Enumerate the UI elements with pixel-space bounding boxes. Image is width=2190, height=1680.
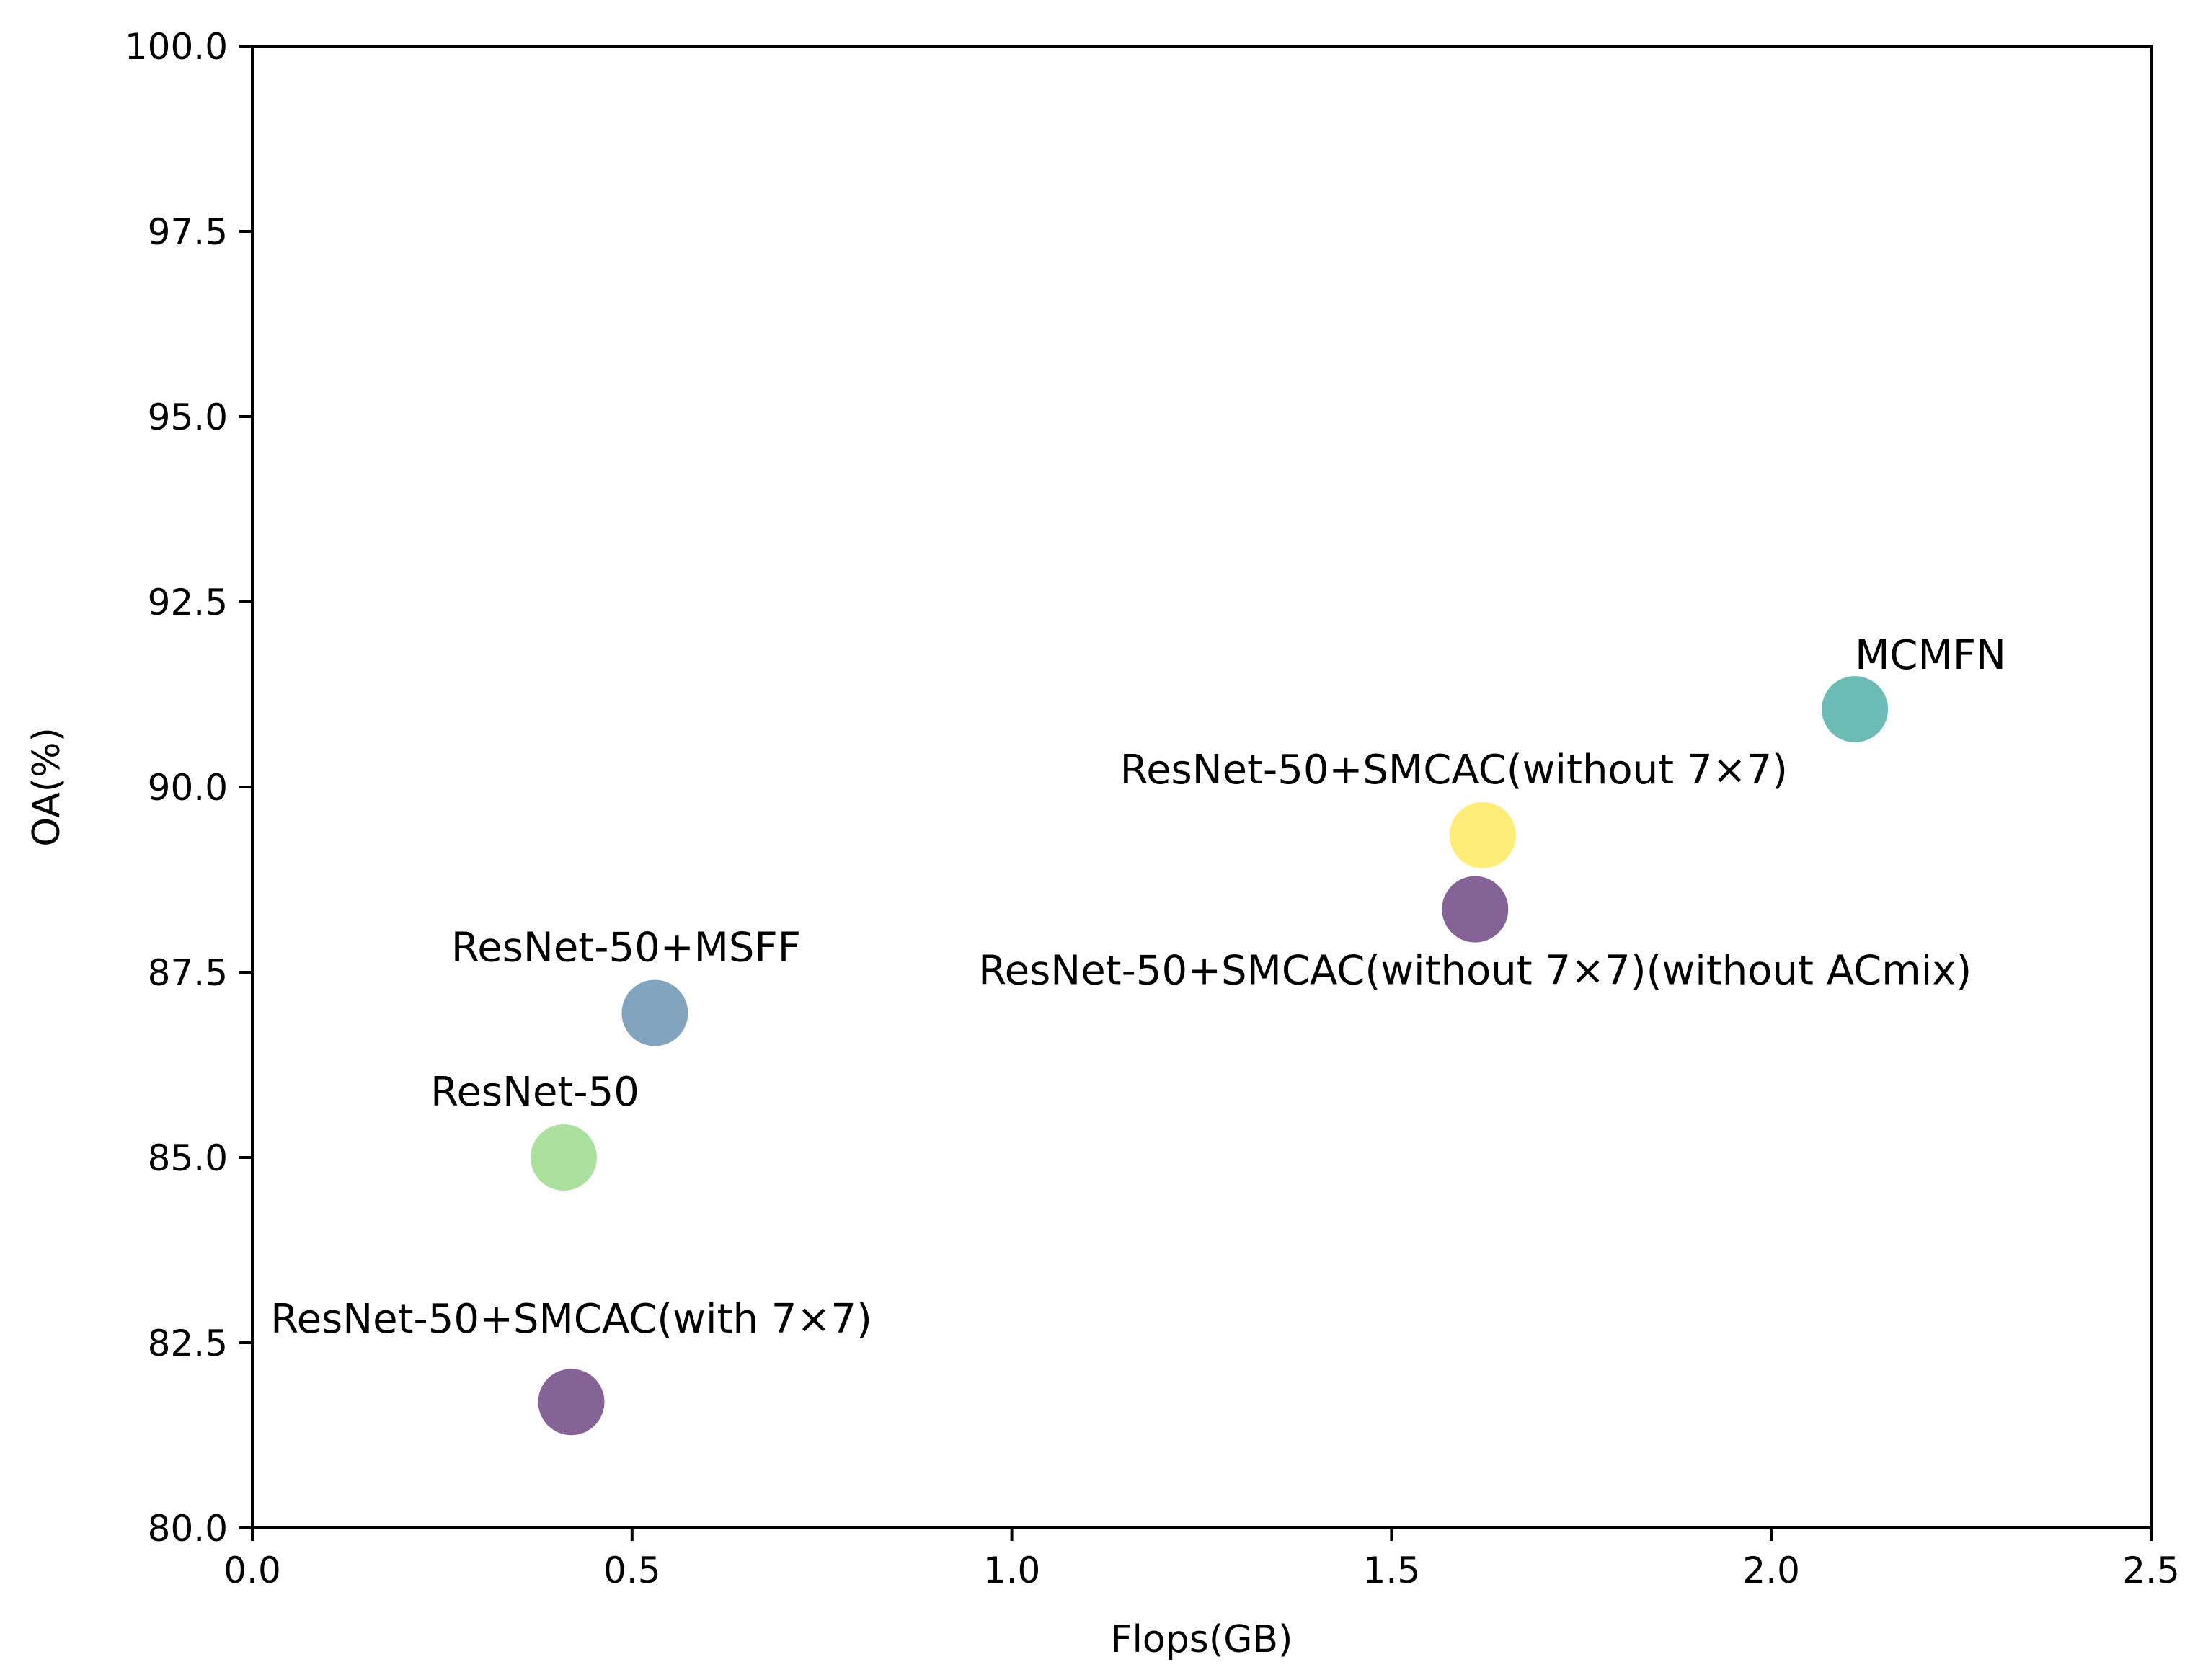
y-tick-label: 95.0: [148, 396, 228, 438]
data-point-label: MCMFN: [1855, 632, 2006, 679]
data-points: [530, 676, 1889, 1436]
y-tick-label: 97.5: [148, 211, 228, 253]
x-tick-label: 1.0: [983, 1550, 1041, 1591]
x-tick-label: 0.0: [223, 1550, 281, 1591]
y-tick-label: 82.5: [148, 1323, 228, 1364]
data-point: [1442, 876, 1509, 943]
data-point-label: ResNet-50+SMCAC(without 7×7): [1120, 747, 1788, 794]
data-point: [1449, 801, 1516, 868]
y-tick-label: 90.0: [148, 767, 228, 809]
data-point-label: ResNet-50+SMCAC(without 7×7)(without ACm…: [978, 948, 1972, 995]
x-tick-label: 2.5: [2122, 1550, 2180, 1591]
y-tick-label: 92.5: [148, 582, 228, 623]
data-point: [530, 1124, 597, 1191]
y-tick-label: 85.0: [148, 1137, 228, 1179]
x-tick-label: 0.5: [603, 1550, 661, 1591]
y-tick-label: 80.0: [148, 1508, 228, 1550]
data-point-label: ResNet-50+SMCAC(with 7×7): [270, 1296, 872, 1343]
x-axis-title: Flops(GB): [1111, 1618, 1293, 1661]
y-axis-ticks: 80.0 82.5 85.0 87.5 90.0 92.5 95.0 97.5 100.0: [125, 26, 252, 1550]
data-point: [1822, 676, 1889, 743]
data-point-label: ResNet-50+MSFF: [451, 925, 801, 972]
data-point-label: ResNet-50: [430, 1069, 639, 1116]
data-point-labels: ResNet-50 ResNet-50+MSFF ResNet-50+SMCAC(w…: [270, 632, 2006, 1343]
data-point: [538, 1369, 605, 1436]
y-tick-label: 100.0: [125, 26, 228, 68]
x-tick-label: 2.0: [1742, 1550, 1800, 1591]
data-point: [621, 979, 688, 1046]
y-tick-label: 87.5: [148, 952, 228, 994]
x-tick-label: 1.5: [1363, 1550, 1421, 1591]
y-axis-title: OA(%): [25, 727, 68, 847]
x-axis-ticks: 0.0 0.5 1.0 1.5 2.0 2.5: [223, 1528, 2180, 1591]
